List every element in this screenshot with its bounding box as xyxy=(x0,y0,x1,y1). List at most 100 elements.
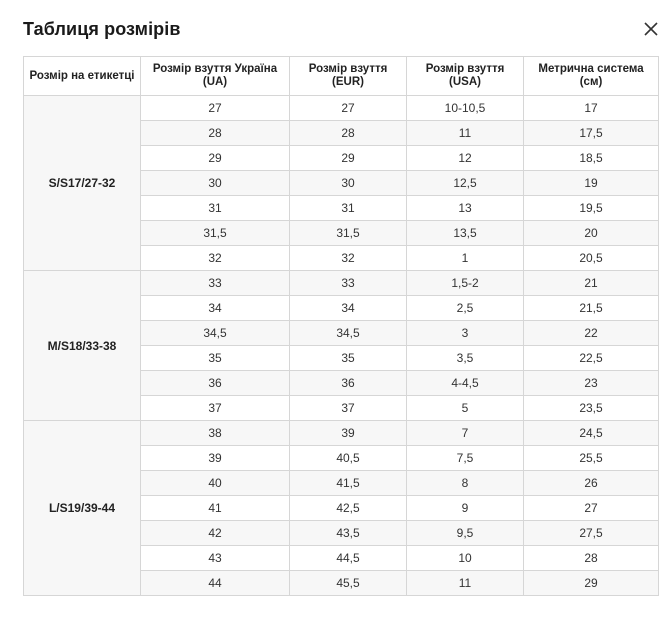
usa-size-cell: 10 xyxy=(406,545,524,571)
eur-size-cell: 40,5 xyxy=(289,445,407,471)
table-row: 39 40,5 7,5 25,5 xyxy=(24,445,659,471)
metric-size-cell: 23,5 xyxy=(523,395,659,421)
ua-size-cell: 35 xyxy=(140,345,290,371)
usa-size-cell: 3 xyxy=(406,320,524,346)
eur-size-cell: 34 xyxy=(289,295,407,321)
table-row: S/S17/27-32 27 27 10-10,5 17 xyxy=(23,95,659,271)
metric-size-cell: 23 xyxy=(523,370,659,396)
size-label-cell: L/S19/39-44 xyxy=(23,420,141,596)
table-row: 42 43,5 9,5 27,5 xyxy=(24,520,659,546)
eur-size-cell: 41,5 xyxy=(289,470,407,496)
table-row: 34,5 34,5 3 22 xyxy=(24,320,659,346)
ua-size-cell: 42 xyxy=(140,520,290,546)
ua-size-cell: 36 xyxy=(140,370,290,396)
header-ua-size: Розмір взуття Україна (UA) xyxy=(140,56,290,96)
usa-size-cell: 12 xyxy=(406,145,524,171)
usa-size-cell: 7 xyxy=(406,420,524,446)
metric-size-cell: 17,5 xyxy=(523,120,659,146)
eur-size-cell: 37 xyxy=(289,395,407,421)
usa-size-cell: 5 xyxy=(406,395,524,421)
metric-size-cell: 29 xyxy=(523,570,659,596)
table-row: 32 32 1 20,5 xyxy=(24,245,659,271)
ua-size-cell: 40 xyxy=(140,470,290,496)
table-header-row: Розмір на етикетці Розмір взуття Україна… xyxy=(23,56,659,96)
usa-size-cell: 13 xyxy=(406,195,524,221)
eur-size-cell: 27 xyxy=(289,95,407,121)
metric-size-cell: 17 xyxy=(523,95,659,121)
metric-size-cell: 20,5 xyxy=(523,245,659,271)
usa-size-cell: 11 xyxy=(406,120,524,146)
usa-size-cell: 9,5 xyxy=(406,520,524,546)
ua-size-cell: 32 xyxy=(140,245,290,271)
header-metric-size: Метрична система (см) xyxy=(523,56,659,96)
close-button[interactable] xyxy=(641,19,661,39)
table-row: 29 29 12 18,5 xyxy=(24,145,659,171)
close-icon xyxy=(644,22,658,36)
eur-size-cell: 31 xyxy=(289,195,407,221)
ua-size-cell: 31,5 xyxy=(140,220,290,246)
header-usa-size: Розмір взуття (USA) xyxy=(406,56,524,96)
table-row: 40 41,5 8 26 xyxy=(24,470,659,496)
eur-size-cell: 45,5 xyxy=(289,570,407,596)
table-row: 31,5 31,5 13,5 20 xyxy=(24,220,659,246)
size-table: Розмір на етикетці Розмір взуття Україна… xyxy=(23,56,659,596)
metric-size-cell: 25,5 xyxy=(523,445,659,471)
table-row: 44 45,5 11 29 xyxy=(24,570,659,596)
ua-size-cell: 41 xyxy=(140,495,290,521)
eur-size-cell: 29 xyxy=(289,145,407,171)
metric-size-cell: 21 xyxy=(523,270,659,296)
eur-size-cell: 31,5 xyxy=(289,220,407,246)
metric-size-cell: 27 xyxy=(523,495,659,521)
eur-size-cell: 35 xyxy=(289,345,407,371)
metric-size-cell: 20 xyxy=(523,220,659,246)
eur-size-cell: 33 xyxy=(289,270,407,296)
table-row: 37 37 5 23,5 xyxy=(24,395,659,421)
table-row: 30 30 12,5 19 xyxy=(24,170,659,196)
metric-size-cell: 28 xyxy=(523,545,659,571)
usa-size-cell: 12,5 xyxy=(406,170,524,196)
metric-size-cell: 22 xyxy=(523,320,659,346)
metric-size-cell: 21,5 xyxy=(523,295,659,321)
eur-size-cell: 30 xyxy=(289,170,407,196)
metric-size-cell: 19 xyxy=(523,170,659,196)
eur-size-cell: 39 xyxy=(289,420,407,446)
ua-size-cell: 43 xyxy=(140,545,290,571)
ua-size-cell: 34 xyxy=(140,295,290,321)
eur-size-cell: 28 xyxy=(289,120,407,146)
dialog-title: Таблиця розмірів xyxy=(23,19,181,39)
usa-size-cell: 13,5 xyxy=(406,220,524,246)
metric-size-cell: 22,5 xyxy=(523,345,659,371)
ua-size-cell: 27 xyxy=(140,95,290,121)
header-label-size: Розмір на етикетці xyxy=(23,56,141,96)
ua-size-cell: 31 xyxy=(140,195,290,221)
table-row: 36 36 4-4,5 23 xyxy=(24,370,659,396)
metric-size-cell: 19,5 xyxy=(523,195,659,221)
ua-size-cell: 39 xyxy=(140,445,290,471)
eur-size-cell: 36 xyxy=(289,370,407,396)
metric-size-cell: 18,5 xyxy=(523,145,659,171)
ua-size-cell: 38 xyxy=(140,420,290,446)
ua-size-cell: 28 xyxy=(140,120,290,146)
metric-size-cell: 26 xyxy=(523,470,659,496)
usa-size-cell: 1 xyxy=(406,245,524,271)
usa-size-cell: 1,5-2 xyxy=(406,270,524,296)
usa-size-cell: 4-4,5 xyxy=(406,370,524,396)
usa-size-cell: 11 xyxy=(406,570,524,596)
usa-size-cell: 8 xyxy=(406,470,524,496)
usa-size-cell: 7,5 xyxy=(406,445,524,471)
ua-size-cell: 34,5 xyxy=(140,320,290,346)
eur-size-cell: 32 xyxy=(289,245,407,271)
metric-size-cell: 27,5 xyxy=(523,520,659,546)
usa-size-cell: 3,5 xyxy=(406,345,524,371)
usa-size-cell: 2,5 xyxy=(406,295,524,321)
ua-size-cell: 37 xyxy=(140,395,290,421)
ua-size-cell: 29 xyxy=(140,145,290,171)
size-label-cell: S/S17/27-32 xyxy=(23,95,141,271)
header-eur-size: Розмір взуття (EUR) xyxy=(289,56,407,96)
table-row: L/S19/39-44 38 39 7 24,5 xyxy=(23,420,659,596)
eur-size-cell: 34,5 xyxy=(289,320,407,346)
eur-size-cell: 44,5 xyxy=(289,545,407,571)
metric-size-cell: 24,5 xyxy=(523,420,659,446)
table-row: 43 44,5 10 28 xyxy=(24,545,659,571)
ua-size-cell: 33 xyxy=(140,270,290,296)
